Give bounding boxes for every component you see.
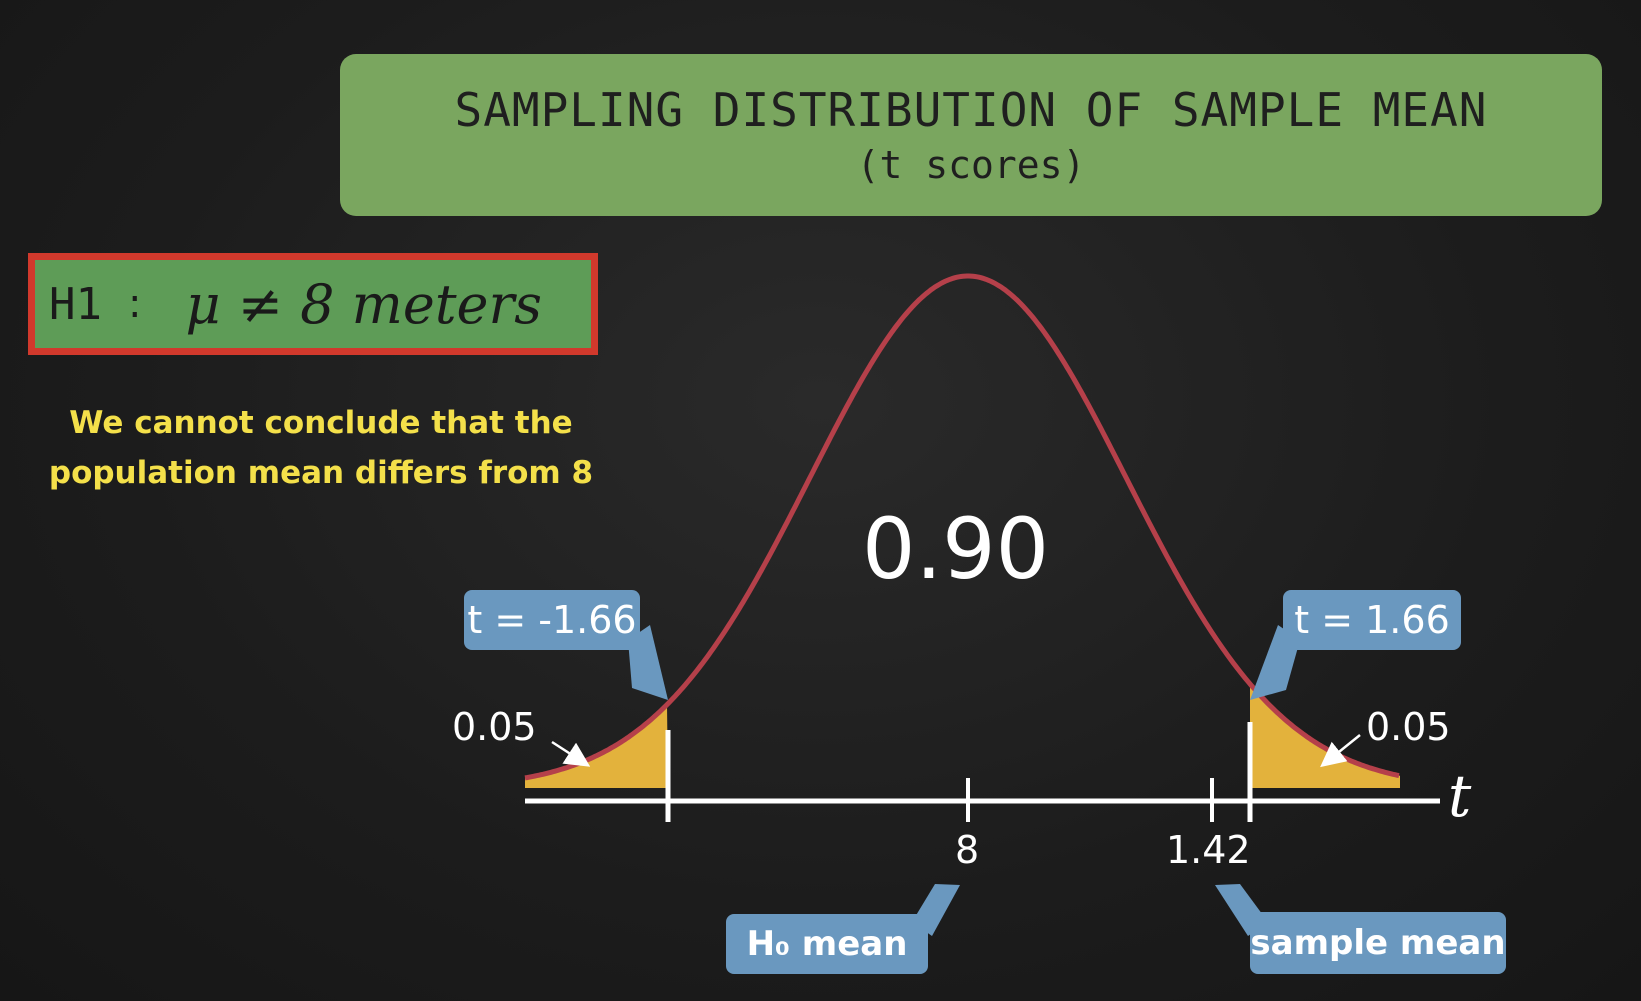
right-tail-area-label: 0.05 xyxy=(1366,705,1451,749)
right-tail-area xyxy=(1250,683,1400,788)
left-tail-arrow xyxy=(551,740,591,767)
conclusion-line-1: We cannot conclude that the xyxy=(69,405,573,441)
left-critical-callout: t = -1.66 xyxy=(464,590,640,650)
hypothesis-statement: μ ≠ 8 meters xyxy=(185,272,543,336)
alternative-hypothesis-box: H1 : μ ≠ 8 meters xyxy=(28,253,598,355)
mean-tick-label: 8 xyxy=(955,828,980,872)
right-critical-callout: t = 1.66 xyxy=(1283,590,1461,650)
title-banner: SAMPLING DISTRIBUTION OF SAMPLE MEAN (t … xyxy=(340,54,1602,216)
conclusion-line-2: population mean differs from 8 xyxy=(48,455,594,491)
axis-variable-label: t xyxy=(1448,762,1472,830)
conclusion-text: We cannot conclude that the population m… xyxy=(26,398,616,498)
distribution-curve xyxy=(524,273,1400,781)
h0-mean-callout: H₀ mean xyxy=(726,914,928,974)
hypothesis-label: H1 xyxy=(49,278,102,330)
right-tail-arrow xyxy=(1320,734,1361,768)
center-area-label: 0.90 xyxy=(862,500,1050,598)
title-main: SAMPLING DISTRIBUTION OF SAMPLE MEAN xyxy=(454,83,1488,137)
title-subtitle: (t scores) xyxy=(856,143,1086,187)
left-tail-area xyxy=(525,704,668,788)
hypothesis-colon: : xyxy=(127,281,142,327)
sample-tick-label: 1.42 xyxy=(1166,828,1251,872)
left-tail-area-label: 0.05 xyxy=(452,705,537,749)
sample-mean-callout: sample mean xyxy=(1250,912,1506,974)
